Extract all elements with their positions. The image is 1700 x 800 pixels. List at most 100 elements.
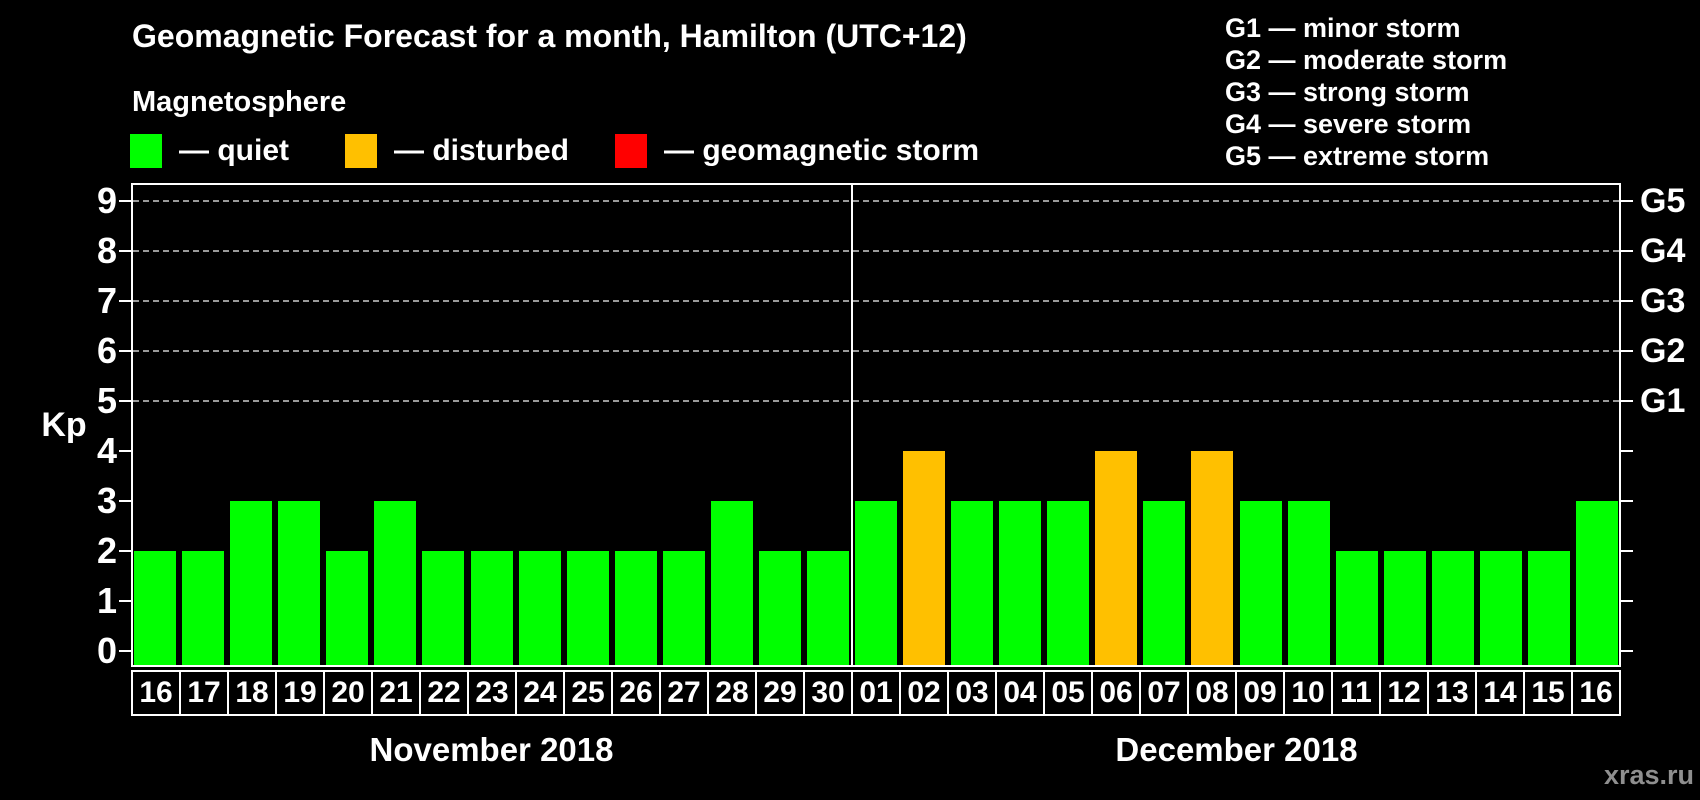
kp-bar — [422, 551, 465, 665]
g-scale-legend-line: G4 — severe storm — [1225, 109, 1472, 139]
right-axis-tick — [1621, 500, 1633, 502]
kp-bar — [1143, 501, 1186, 665]
legend-item-quiet: — quiet — [130, 133, 289, 169]
date-cell: 28 — [709, 672, 757, 714]
date-cell: 04 — [997, 672, 1045, 714]
date-cell: 15 — [1525, 672, 1573, 714]
date-cell: 24 — [517, 672, 565, 714]
kp-bar — [1287, 501, 1330, 665]
date-cell: 14 — [1477, 672, 1525, 714]
kp-bar — [1431, 551, 1474, 665]
right-axis-tick — [1621, 650, 1633, 652]
right-axis-tick — [1621, 350, 1633, 352]
date-cell: 09 — [1237, 672, 1285, 714]
date-cell: 18 — [229, 672, 277, 714]
y-axis-tick — [119, 500, 131, 502]
legend-label-storm: — geomagnetic storm — [664, 134, 980, 167]
y-axis-tick-label: 3 — [96, 480, 117, 521]
kp-bar — [374, 501, 417, 665]
kp-bar — [1383, 551, 1426, 665]
y-axis-tick-label: 7 — [96, 280, 117, 321]
month-label: December 2018 — [1115, 731, 1358, 768]
kp-bar — [518, 551, 561, 665]
plot-area — [131, 183, 1621, 667]
date-cell: 29 — [757, 672, 805, 714]
date-cell: 30 — [805, 672, 853, 714]
kp-bar — [1527, 551, 1570, 665]
kp-bar — [566, 551, 609, 665]
date-cell: 01 — [853, 672, 901, 714]
kp-bar — [1479, 551, 1522, 665]
kp-bar — [470, 551, 513, 665]
date-cell: 08 — [1189, 672, 1237, 714]
gridline — [133, 350, 1619, 352]
kp-bar — [806, 551, 849, 665]
date-cell: 23 — [469, 672, 517, 714]
right-axis-tick — [1621, 300, 1633, 302]
date-cell: 10 — [1285, 672, 1333, 714]
kp-bar — [134, 551, 177, 665]
date-cell: 22 — [421, 672, 469, 714]
kp-bar — [1335, 551, 1378, 665]
g-axis-label: G1 — [1640, 382, 1686, 420]
kp-bar — [278, 501, 321, 665]
y-axis-tick — [119, 550, 131, 552]
gridline — [133, 300, 1619, 302]
kp-bar — [951, 501, 994, 665]
g-axis-label: G5 — [1640, 182, 1686, 220]
right-axis-tick — [1621, 550, 1633, 552]
month-separator — [851, 183, 853, 667]
right-axis-tick — [1621, 250, 1633, 252]
kp-bar — [1239, 501, 1282, 665]
quiet-color-swatch — [130, 134, 162, 168]
kp-bar — [855, 501, 898, 665]
kp-bar — [1047, 501, 1090, 665]
date-cell: 11 — [1333, 672, 1381, 714]
g-axis-label: G3 — [1640, 282, 1686, 320]
date-cell: 16 — [133, 672, 181, 714]
chart-title: Geomagnetic Forecast for a month, Hamilt… — [132, 18, 967, 54]
date-cell: 19 — [277, 672, 325, 714]
gridline — [133, 200, 1619, 202]
month-label: November 2018 — [369, 731, 614, 768]
legend-item-disturbed: — disturbed — [345, 133, 569, 169]
date-cell: 16 — [1579, 676, 1613, 709]
date-cell: 12 — [1381, 672, 1429, 714]
watermark: xras.ru — [1603, 760, 1694, 790]
kp-bar — [662, 551, 705, 665]
date-cell: 06 — [1093, 672, 1141, 714]
g-scale-legend: G1 — minor storm G2 — moderate storm G3 … — [1225, 12, 1507, 172]
date-axis-row: 16 17 18 19 20 21 22 23 24 25 26 27 28 29 30 01 02 03 04 05… — [131, 670, 1621, 716]
date-cell: 20 — [325, 672, 373, 714]
y-axis-tick — [119, 200, 131, 202]
date-cell: 02 — [901, 672, 949, 714]
y-axis-title: Kp — [41, 406, 87, 444]
y-axis-tick-label: 5 — [96, 380, 117, 421]
right-axis-tick — [1621, 600, 1633, 602]
y-axis-tick — [119, 300, 131, 302]
date-cell: 07 — [1141, 672, 1189, 714]
disturbed-color-swatch — [345, 134, 377, 168]
y-axis-tick-label: 2 — [96, 530, 117, 571]
y-axis-tick — [119, 650, 131, 652]
y-axis-tick-label: 1 — [96, 580, 117, 621]
gridline — [133, 250, 1619, 252]
legend-item-storm: — geomagnetic storm — [615, 133, 979, 169]
kp-bar — [1095, 451, 1138, 665]
g-axis-label: G2 — [1640, 332, 1686, 370]
y-axis-tick-label: 8 — [96, 230, 117, 271]
y-axis-tick-label: 0 — [96, 630, 117, 671]
kp-bar — [326, 551, 369, 665]
legend-label-disturbed: — disturbed — [394, 134, 570, 167]
right-axis-tick — [1621, 450, 1633, 452]
date-cell: 25 — [565, 672, 613, 714]
storm-color-swatch — [615, 134, 647, 168]
kp-bar — [999, 501, 1042, 665]
kp-bar — [614, 551, 657, 665]
y-axis-tick-label: 6 — [96, 330, 117, 371]
right-axis-tick — [1621, 400, 1633, 402]
kp-bar — [710, 501, 753, 665]
kp-bar — [758, 551, 801, 665]
y-axis-tick — [119, 400, 131, 402]
